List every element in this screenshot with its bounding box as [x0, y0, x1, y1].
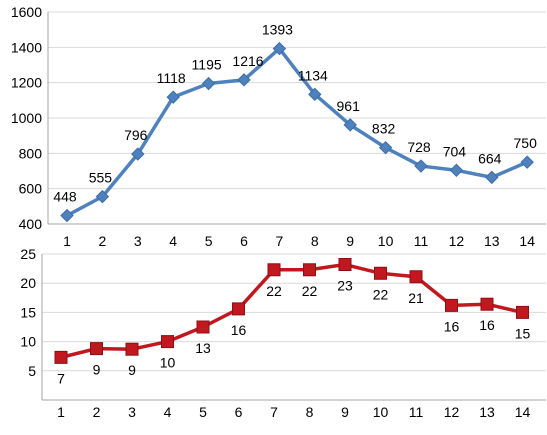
- top-data-point: [166, 90, 180, 104]
- bottom-data-point: [303, 263, 316, 277]
- top-x-tick-label: 4: [169, 233, 177, 249]
- bottom-data-label: 13: [195, 340, 211, 356]
- top-x-tick-label: 12: [449, 233, 465, 249]
- bottom-x-tick-label: 13: [479, 404, 495, 420]
- bottom-x-tick-label: 7: [270, 404, 278, 420]
- bottom-data-label: 16: [231, 322, 247, 338]
- bottom-data-label: 16: [479, 317, 495, 333]
- bottom-data-label: 23: [337, 278, 353, 294]
- bottom-y-tick-label: 5: [28, 363, 36, 379]
- bottom-data-point: [54, 350, 68, 364]
- bottom-data-label: 21: [408, 290, 424, 306]
- bottom-data-point: [267, 263, 281, 277]
- top-data-label: 1195: [192, 57, 222, 73]
- bottom-data-point: [480, 297, 494, 311]
- bottom-data-label: 7: [57, 370, 65, 386]
- top-y-tick-label: 600: [19, 181, 43, 197]
- top-data-label: 555: [89, 170, 113, 186]
- bottom-data-point: [90, 342, 103, 356]
- bottom-x-tick-label: 10: [373, 404, 389, 420]
- bottom-x-tick-label: 12: [444, 404, 460, 420]
- top-y-tick-label: 800: [19, 145, 43, 161]
- top-x-tick-label: 9: [346, 233, 354, 249]
- top-x-tick-label: 6: [240, 233, 248, 249]
- top-data-point: [520, 155, 534, 169]
- top-data-label: 1393: [262, 22, 293, 38]
- bottom-x-tick-label: 8: [306, 404, 314, 420]
- top-x-tick-label: 2: [99, 233, 107, 249]
- top-data-label: 832: [372, 121, 396, 137]
- bottom-x-tick-label: 6: [235, 404, 243, 420]
- top-data-label: 1134: [298, 67, 328, 83]
- top-data-point: [131, 147, 145, 161]
- top-x-tick-label: 8: [311, 233, 319, 249]
- top-data-point: [60, 208, 74, 223]
- bottom-data-label: 15: [515, 325, 531, 341]
- top-data-label: 704: [443, 143, 467, 159]
- top-x-tick-label: 3: [134, 233, 142, 249]
- top-data-point: [95, 189, 110, 204]
- top-x-tick-label: 11: [414, 233, 429, 249]
- bottom-data-label: 22: [373, 286, 389, 302]
- top-data-point: [449, 163, 464, 178]
- bottom-x-tick-label: 11: [409, 404, 424, 420]
- top-data-point: [343, 118, 357, 132]
- top-data-label: 796: [124, 127, 148, 143]
- bottom-data-point: [196, 320, 210, 334]
- bottom-data-label: 22: [302, 283, 318, 299]
- bottom-data-label: 16: [444, 318, 460, 334]
- top-data-point: [308, 87, 322, 102]
- top-data-point: [237, 73, 251, 87]
- top-data-point: [378, 140, 393, 155]
- top-data-point: [485, 170, 499, 185]
- top-data-label: 664: [478, 150, 502, 166]
- bottom-x-tick-label: 5: [199, 404, 207, 420]
- top-y-tick-label: 1600: [11, 4, 42, 20]
- top-x-tick-label: 7: [276, 233, 284, 249]
- top-data-label: 728: [407, 139, 431, 155]
- bottom-data-label: 9: [93, 362, 101, 378]
- top-data-label: 1118: [157, 70, 186, 86]
- bottom-data-label: 9: [128, 362, 136, 378]
- top-x-tick-label: 10: [378, 233, 394, 249]
- top-x-tick-label: 14: [519, 233, 535, 249]
- bottom-y-tick-label: 15: [20, 304, 36, 320]
- bottom-data-point: [374, 266, 387, 280]
- top-data-point: [201, 76, 216, 91]
- top-data-label: 448: [53, 189, 77, 205]
- top-data-label: 961: [337, 98, 361, 114]
- top-x-tick-label: 13: [484, 233, 500, 249]
- bottom-x-tick-label: 3: [128, 404, 136, 420]
- top-y-tick-label: 1000: [11, 110, 42, 126]
- top-data-label: 750: [514, 135, 538, 151]
- top-x-tick-label: 1: [63, 233, 71, 249]
- bottom-data-point: [161, 335, 174, 349]
- top-y-tick-label: 1200: [11, 75, 42, 91]
- bottom-data-point: [516, 305, 529, 319]
- top-data-label: 1216: [232, 53, 263, 69]
- bottom-data-point: [409, 270, 423, 284]
- bottom-x-tick-label: 2: [93, 404, 101, 420]
- top-y-tick-label: 1400: [11, 39, 42, 55]
- bottom-x-tick-label: 9: [341, 404, 349, 420]
- bottom-x-tick-label: 1: [57, 404, 65, 420]
- bottom-data-label: 10: [160, 355, 176, 371]
- bottom-data-point: [445, 298, 458, 312]
- top-x-tick-label: 5: [205, 233, 213, 249]
- bottom-data-point: [125, 342, 139, 356]
- bottom-x-tick-label: 14: [515, 404, 531, 420]
- bottom-data-label: 22: [266, 283, 282, 299]
- bottom-y-tick-label: 20: [20, 275, 36, 291]
- bottom-data-point: [232, 302, 245, 316]
- bottom-x-tick-label: 4: [164, 404, 172, 420]
- top-y-tick-label: 400: [19, 216, 43, 232]
- bottom-y-tick-label: 10: [20, 334, 36, 350]
- bottom-y-tick-label: 25: [20, 246, 36, 262]
- top-data-point: [272, 41, 287, 56]
- top-data-point: [414, 159, 428, 173]
- bottom-data-point: [338, 258, 352, 272]
